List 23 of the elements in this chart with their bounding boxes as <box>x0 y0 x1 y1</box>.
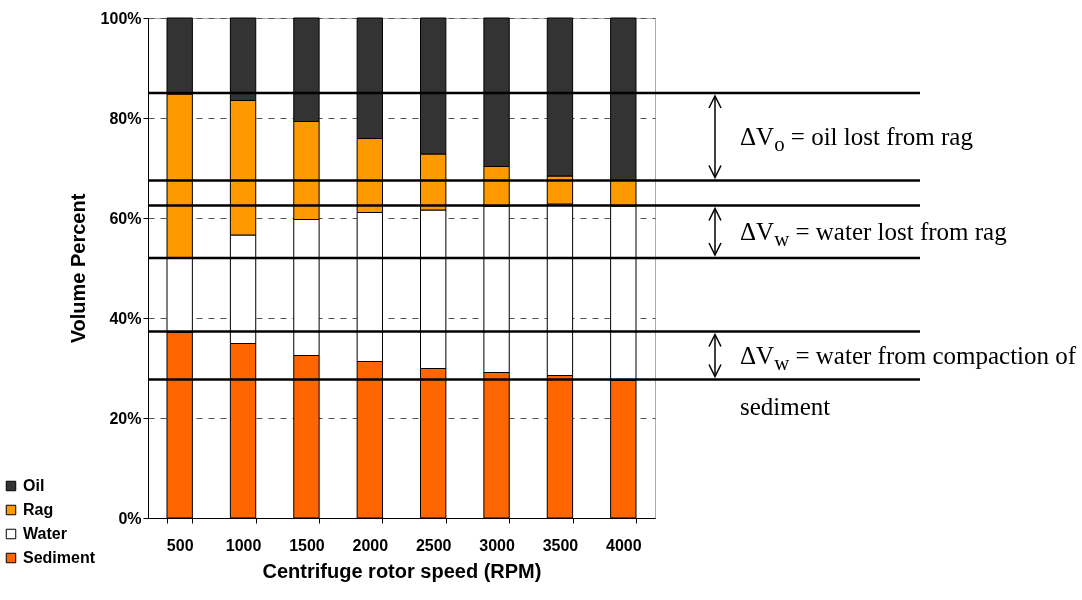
text: ΔV$_{o}$ = oil lost from rag <box>740 121 973 158</box>
y-tick-label: 100% <box>100 9 142 27</box>
x-tick-label: 2500 <box>415 536 452 554</box>
x-tick-label: 2000 <box>352 536 389 554</box>
y-tick-label: 80% <box>109 109 142 127</box>
legend-label: Water <box>23 525 67 542</box>
x-tick-label: 3500 <box>542 536 579 554</box>
y-axis-title: Volume Percent <box>66 193 89 344</box>
legend-label: Oil <box>23 477 45 494</box>
y-tick-label: 40% <box>109 309 142 327</box>
x-tick-label: 1500 <box>289 536 325 554</box>
x-tick-label: 500 <box>166 536 194 554</box>
x-tick-label: 3000 <box>479 536 515 554</box>
legend-label: Sediment <box>23 549 96 566</box>
x-tick-label: 4000 <box>606 536 642 554</box>
y-tick-label: 0% <box>118 509 142 527</box>
x-axis-title: Centrifuge rotor speed (RPM) <box>262 559 542 582</box>
text: ΔV$_{w}$ = water from compaction of sediment <box>740 340 1078 422</box>
x-tick-label: 1000 <box>225 536 262 554</box>
text: ΔV$_{w}$ = water lost from rag <box>740 216 1007 253</box>
y-tick-label: 20% <box>109 409 142 427</box>
y-tick-label: 60% <box>109 209 142 227</box>
legend-label: Rag <box>23 501 54 518</box>
